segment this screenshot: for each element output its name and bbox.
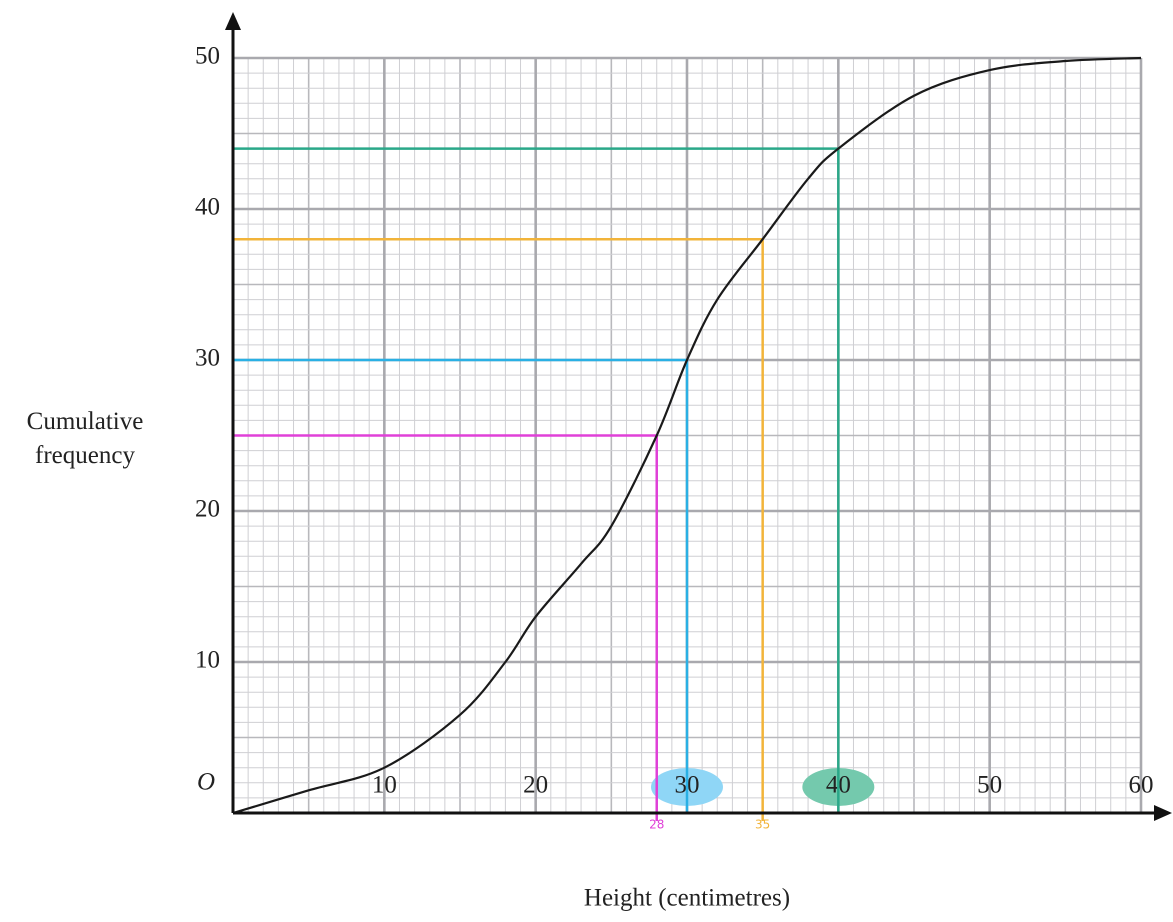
y-tick-label: 50 xyxy=(195,43,220,70)
y-axis-arrow xyxy=(225,12,241,30)
x-tick-label: 20 xyxy=(523,772,548,799)
y-tick-label: 10 xyxy=(195,647,220,674)
guide-annotation: 28 xyxy=(649,818,664,832)
x-tick-label: 50 xyxy=(977,772,1002,799)
y-tick-label: 40 xyxy=(195,194,220,221)
x-axis-label: Height (centimetres) xyxy=(584,885,790,912)
x-tick-label: 10 xyxy=(372,772,397,799)
cumulative-curve xyxy=(232,56,1142,815)
origin-label: O xyxy=(197,769,215,796)
y-axis-label: Cumulative frequency xyxy=(26,408,144,469)
y-tick-label: 30 xyxy=(195,345,220,372)
x-tick-label: 60 xyxy=(1129,772,1154,799)
x-axis-arrow xyxy=(1154,805,1172,821)
y-tick-label: 20 xyxy=(195,496,220,523)
guide-annotation: 35 xyxy=(755,818,770,832)
